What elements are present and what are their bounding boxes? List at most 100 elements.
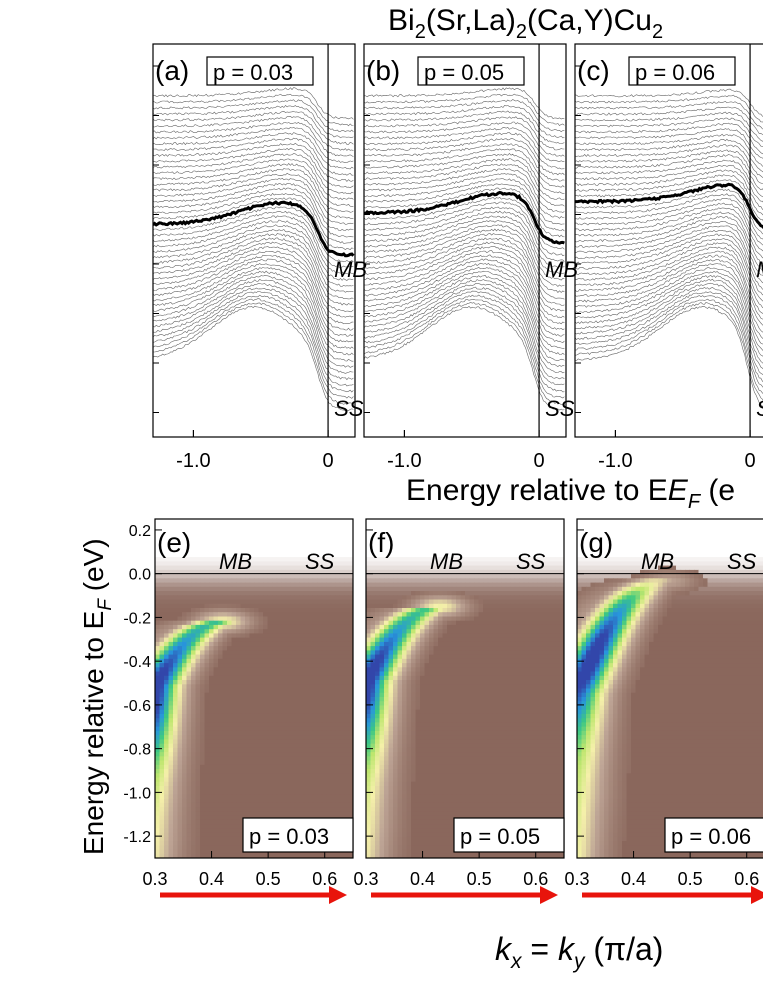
map-panel-f: 0.3 0.4 0.5 0.6(f)MB SSp = 0.05 [353,518,565,889]
heatmap-cell [483,586,489,592]
heatmap-cell [460,531,466,537]
heatmap-cell [276,747,282,753]
heatmap-cell [285,591,291,596]
heatmap-cell [348,713,353,719]
heatmap-cell [312,586,318,592]
heatmap-cell [168,828,174,834]
heatmap-cell [281,624,287,630]
heatmap-cell [474,536,480,541]
heatmap-cell [209,544,215,550]
heatmap-cell [505,552,511,558]
heatmap-cell [227,603,233,609]
heatmap-cell [285,527,291,533]
heatmap-cell [384,608,390,613]
heatmap-cell [231,646,237,651]
heatmap-cell [312,811,318,817]
edc-curve [575,207,763,259]
heatmap-cell [294,629,300,634]
heatmap-cell [550,536,556,541]
heatmap-cell [299,671,305,677]
heatmap-cell [285,637,291,643]
heatmap-cell [164,743,170,749]
heatmap-cell [236,697,242,702]
heatmap-cell [550,582,556,588]
heatmap-cell [227,697,233,702]
heatmap-cell [285,807,291,812]
doping-label-box [417,56,525,86]
heatmap-cell [222,705,228,711]
heatmap-cell [213,624,219,630]
heatmap-cell [236,565,242,571]
heatmap-cell [321,692,327,698]
heatmap-cell [281,616,287,622]
heatmap-cell [168,798,174,804]
heatmap-cell [186,760,192,766]
heatmap-cell [339,565,345,571]
heatmap-cell [326,726,332,732]
heatmap-cell [182,726,188,732]
heatmap-cell [258,794,264,800]
heatmap-cell [267,773,273,779]
heatmap-cell [294,773,300,779]
heatmap-cell [281,722,287,728]
heatmap-cell [168,815,174,821]
heatmap-cell [330,654,336,660]
heatmap-cell [245,582,251,588]
heatmap-cell [290,853,296,858]
heatmap-cell [258,612,264,617]
heatmap-cell [303,853,309,858]
heatmap-cell [168,574,174,579]
heatmap-cell [177,671,183,677]
heatmap-cell [317,658,323,664]
heatmap-cell [186,697,192,702]
heatmap-cell [317,561,323,567]
heatmap-cell [245,624,251,630]
heatmap-cell [474,616,480,622]
heatmap-cell [303,794,309,800]
heatmap-cell [177,845,183,851]
heatmap-cell [213,595,219,601]
heatmap-cell [213,633,219,639]
heatmap-cell [168,552,174,558]
heatmap-cell [303,760,309,766]
heatmap-cell [326,752,332,757]
heatmap-cell [263,608,269,613]
heatmap-cell [505,612,511,617]
heatmap-cell [173,819,179,825]
edc-curve [364,246,565,319]
heatmap-cell [299,802,305,808]
heatmap-cell [276,798,282,804]
heatmap-cell [245,777,251,783]
heatmap-cell [177,832,183,838]
heatmap-cell [155,561,161,567]
heatmap-cell [267,713,273,719]
heatmap-cell [451,608,457,613]
heatmap-cell [294,620,300,626]
heatmap-cell [195,565,201,571]
heatmap-cell [510,523,516,528]
heatmap-cell [308,739,314,745]
heatmap-cell [366,624,372,630]
heatmap-cell [393,565,399,571]
heatmap-cell [335,688,341,694]
heatmap-cell [254,531,260,537]
heatmap-cell [276,544,282,550]
heatmap-cell [299,675,305,681]
heatmap-cell [348,654,353,660]
heatmap-cell [384,582,390,588]
heatmap-cell [303,612,309,617]
heatmap-cell [258,561,264,567]
heatmap-cell [299,582,305,588]
heatmap-cell [213,697,219,702]
heatmap-cell [258,718,264,723]
heatmap-cell [231,760,237,766]
heatmap-cell [236,747,242,753]
heatmap-cell [326,807,332,812]
edc-curve [364,290,565,385]
heatmap-cell [344,811,350,817]
heatmap-cell [168,523,174,528]
heatmap-cell [330,697,336,702]
heatmap-cell [222,845,228,851]
heatmap-cell [321,735,327,740]
heatmap-cell [469,616,475,622]
